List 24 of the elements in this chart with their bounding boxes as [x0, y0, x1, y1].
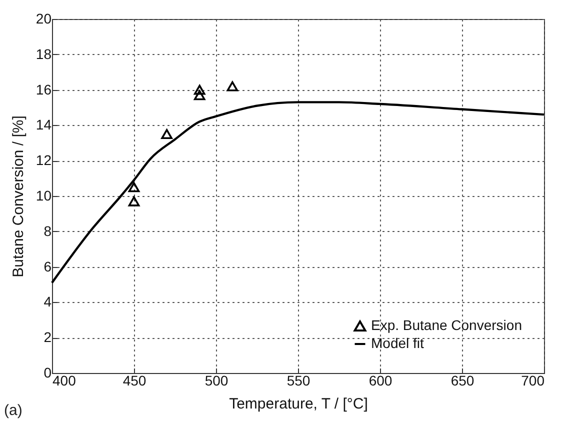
- y-tick-label: 14: [36, 116, 52, 133]
- y-tick-label: 20: [36, 10, 52, 26]
- line-series: [50, 101, 546, 284]
- x-tick-label: 450: [122, 372, 146, 388]
- x-tick-label: 650: [450, 372, 474, 388]
- y-tick-label: 0: [44, 364, 52, 380]
- x-axis-title: Temperature, T / [°C]: [229, 396, 368, 412]
- text: (a): [4, 402, 22, 419]
- x-tick-label: 550: [286, 372, 310, 388]
- legend-label: Model fit: [371, 335, 424, 351]
- y-tick-label: 16: [36, 81, 52, 98]
- y-tick-label: 8: [44, 222, 52, 239]
- y-tick-label: 18: [36, 46, 52, 62]
- legend-label: Exp. Butane Conversion: [371, 317, 522, 333]
- y-tick-label: 4: [44, 294, 52, 310]
- x-tick-label: 500: [204, 372, 228, 388]
- x-tick-label: 700: [521, 372, 545, 388]
- y-tick-label: 6: [44, 258, 52, 274]
- y-tick-label: 10: [36, 188, 52, 204]
- x-tick-label: 600: [368, 372, 392, 388]
- y-tick-label: 12: [36, 152, 52, 168]
- x-tick-label: 400: [52, 372, 76, 388]
- y-axis-title: Butane Conversion / [%]: [10, 116, 27, 278]
- y-tick-label: 2: [44, 329, 52, 346]
